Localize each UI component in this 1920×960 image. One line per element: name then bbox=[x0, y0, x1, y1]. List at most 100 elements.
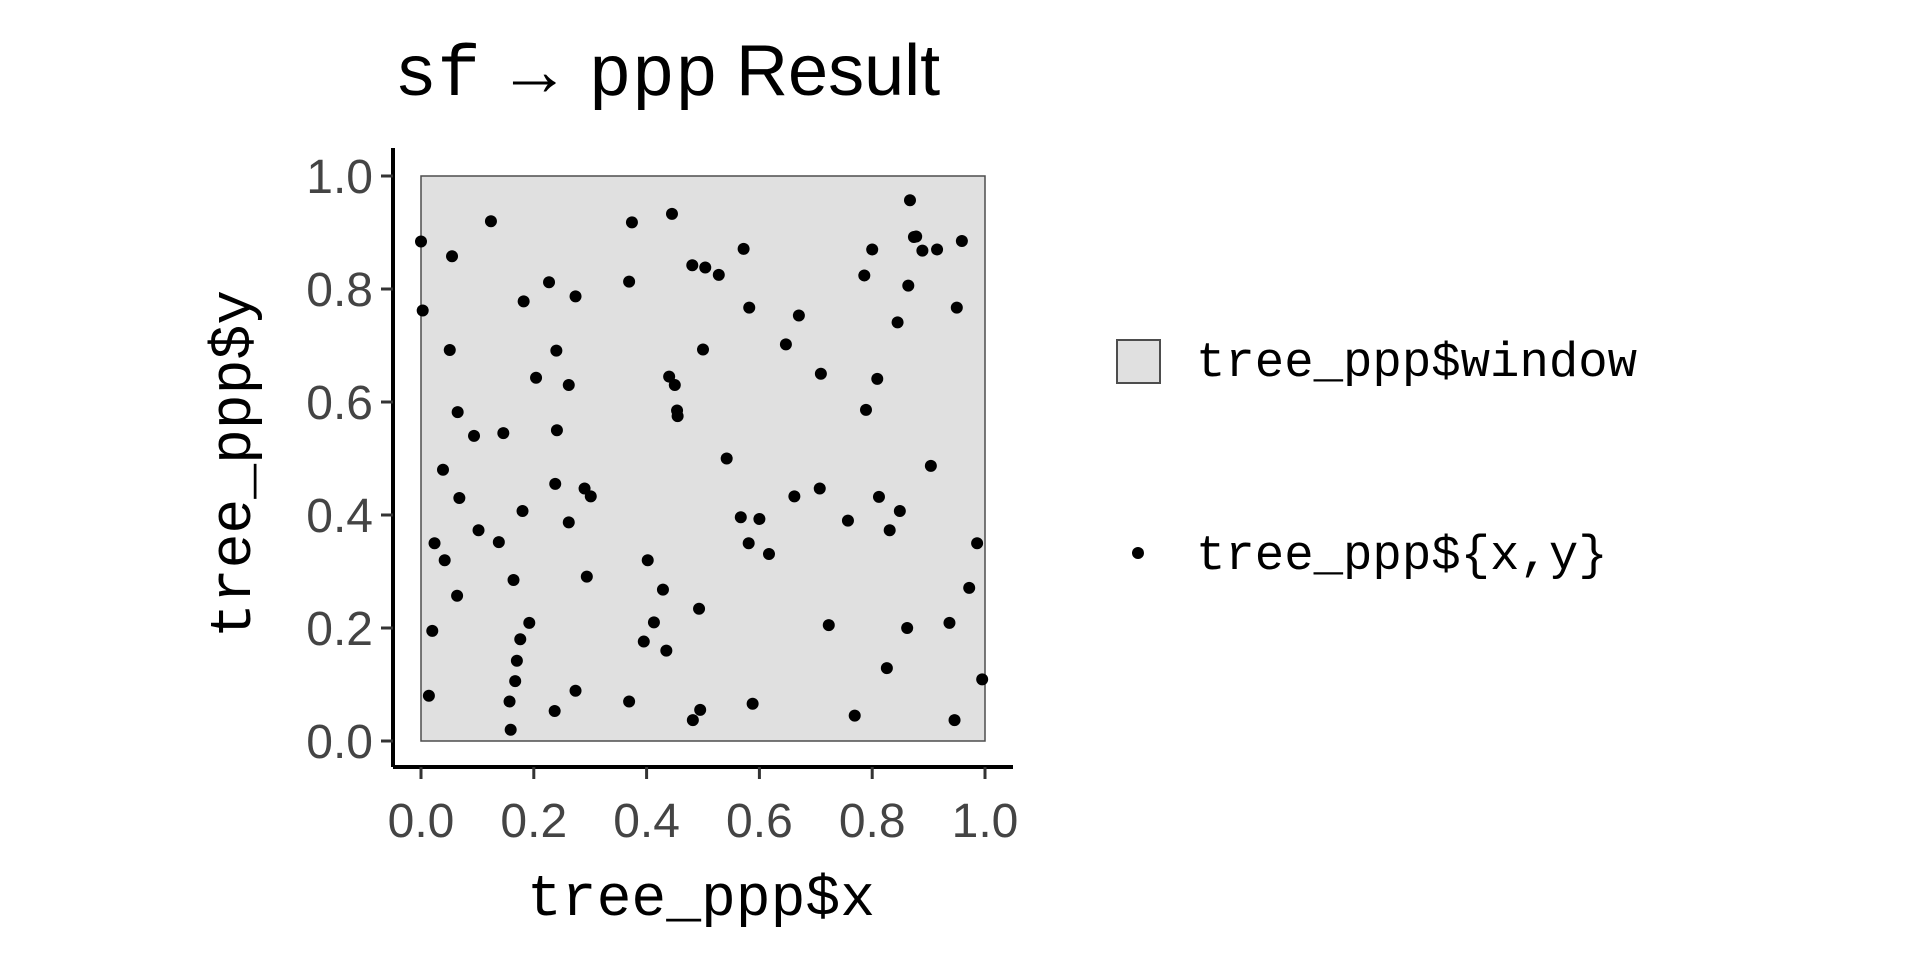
data-point bbox=[814, 367, 827, 380]
data-point bbox=[694, 703, 707, 716]
y-axis-title: tree_ppp$y bbox=[203, 290, 268, 638]
legend-label-points: tree_ppp${x,y} bbox=[1196, 528, 1608, 584]
y-tick-label: 0.8 bbox=[306, 264, 373, 317]
data-point bbox=[451, 406, 464, 419]
data-point bbox=[955, 234, 968, 247]
data-point bbox=[472, 524, 485, 537]
chart-title-suffix: Result bbox=[736, 31, 940, 111]
data-point bbox=[468, 429, 481, 442]
data-point bbox=[569, 684, 582, 697]
data-point bbox=[963, 581, 976, 594]
data-point bbox=[858, 269, 871, 282]
data-point bbox=[422, 689, 435, 702]
data-point bbox=[665, 207, 678, 220]
data-point bbox=[880, 662, 893, 675]
y-tick-label: 1.0 bbox=[306, 151, 373, 204]
data-point bbox=[656, 583, 669, 596]
data-point bbox=[883, 524, 896, 537]
legend-label-window: tree_ppp$window bbox=[1196, 335, 1637, 391]
x-axis-title: tree_ppp$x bbox=[527, 868, 875, 933]
data-point bbox=[510, 654, 523, 667]
data-point bbox=[693, 602, 706, 615]
data-point bbox=[792, 309, 805, 322]
data-point bbox=[550, 424, 563, 437]
data-point bbox=[509, 675, 522, 688]
data-point bbox=[910, 230, 923, 243]
data-point bbox=[822, 619, 835, 632]
y-tick-label: 0.2 bbox=[306, 603, 373, 656]
data-point bbox=[446, 250, 459, 263]
data-point bbox=[671, 410, 684, 423]
data-point bbox=[623, 695, 636, 708]
data-point bbox=[584, 490, 597, 503]
x-tick-label: 0.0 bbox=[388, 795, 455, 848]
data-point bbox=[569, 290, 582, 303]
data-point bbox=[779, 338, 792, 351]
x-axis-ticks: 0.0 0.2 0.4 0.6 0.8 1.0 bbox=[388, 767, 1019, 848]
data-point bbox=[859, 403, 872, 416]
y-tick-label: 0.0 bbox=[306, 716, 373, 769]
y-tick-label: 0.6 bbox=[306, 377, 373, 430]
data-point bbox=[428, 537, 441, 550]
data-point bbox=[415, 235, 427, 248]
data-point bbox=[916, 244, 929, 257]
x-tick-label: 0.6 bbox=[726, 795, 793, 848]
data-point bbox=[891, 316, 904, 329]
data-point bbox=[426, 624, 439, 637]
chart-title-arrow: → bbox=[498, 31, 570, 111]
data-point bbox=[734, 511, 747, 524]
y-tick-label: 0.4 bbox=[306, 490, 373, 543]
data-point bbox=[924, 459, 937, 472]
data-point bbox=[743, 301, 756, 314]
data-point bbox=[762, 547, 775, 560]
data-point bbox=[901, 622, 914, 634]
data-point bbox=[813, 482, 826, 495]
legend-key-points bbox=[1132, 547, 1144, 559]
data-point bbox=[443, 344, 456, 357]
data-point bbox=[530, 371, 543, 384]
y-axis-ticks: 0.0 0.2 0.4 0.6 0.8 1.0 bbox=[306, 151, 393, 769]
data-point bbox=[668, 379, 681, 392]
data-point bbox=[562, 379, 575, 392]
data-point bbox=[720, 452, 733, 465]
data-point bbox=[516, 505, 529, 518]
data-point bbox=[517, 295, 530, 308]
legend-key-window bbox=[1116, 339, 1161, 384]
data-point bbox=[893, 505, 906, 518]
data-point bbox=[866, 243, 879, 256]
data-point bbox=[663, 370, 676, 383]
data-point bbox=[699, 261, 712, 274]
x-tick-label: 0.4 bbox=[613, 795, 680, 848]
data-point bbox=[550, 344, 563, 357]
data-point bbox=[416, 304, 429, 317]
data-point bbox=[562, 516, 575, 529]
data-point bbox=[788, 490, 801, 503]
data-point bbox=[438, 554, 451, 567]
points-layer bbox=[415, 194, 989, 736]
data-point bbox=[523, 616, 536, 629]
data-point bbox=[737, 242, 750, 255]
data-point bbox=[697, 343, 709, 356]
data-point bbox=[872, 490, 885, 503]
data-point bbox=[871, 372, 884, 385]
data-point bbox=[841, 514, 854, 527]
data-point bbox=[549, 477, 562, 490]
data-point bbox=[647, 616, 660, 629]
data-point bbox=[436, 463, 449, 476]
data-point bbox=[943, 616, 956, 629]
data-point bbox=[976, 673, 989, 686]
data-point bbox=[848, 709, 861, 722]
data-point bbox=[931, 243, 944, 256]
x-tick-label: 1.0 bbox=[952, 795, 1019, 848]
chart-title-code-prefix: sf bbox=[394, 35, 480, 117]
data-point bbox=[753, 512, 766, 525]
data-point bbox=[503, 695, 516, 708]
data-point bbox=[514, 633, 527, 646]
data-point bbox=[637, 635, 650, 648]
data-point bbox=[686, 714, 699, 727]
data-point bbox=[451, 589, 464, 602]
data-point bbox=[507, 573, 520, 586]
data-point bbox=[543, 276, 556, 289]
data-point bbox=[453, 492, 466, 505]
